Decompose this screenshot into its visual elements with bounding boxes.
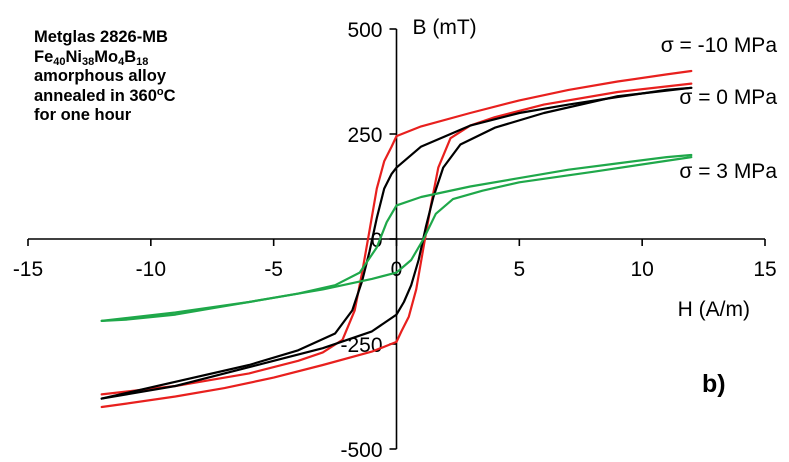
x-tick-label: -10 <box>136 258 166 281</box>
y-tick-label: 500 <box>347 19 382 42</box>
x-tick-label: -15 <box>13 258 43 281</box>
series-label-1: σ = 0 MPa <box>679 86 777 109</box>
x-tick-label: 10 <box>630 258 653 281</box>
x-tick-label: 15 <box>753 258 776 281</box>
series-label-0: σ = -10 MPa <box>661 34 778 57</box>
x-tick-label: -5 <box>264 258 283 281</box>
x-axis-title: H (A/m) <box>678 298 750 321</box>
y-tick-label: -500 <box>340 439 382 462</box>
y-tick-label: 250 <box>347 124 382 147</box>
panel-label: b) <box>702 370 726 398</box>
x-tick-label: 5 <box>513 258 525 281</box>
y-axis-title: B (mT) <box>413 16 477 39</box>
labels: B (mT) H (A/m) σ = -10 MPa σ = 0 MPa σ = 3 M… <box>413 16 778 398</box>
series-label-2: σ = 3 MPa <box>679 160 777 183</box>
